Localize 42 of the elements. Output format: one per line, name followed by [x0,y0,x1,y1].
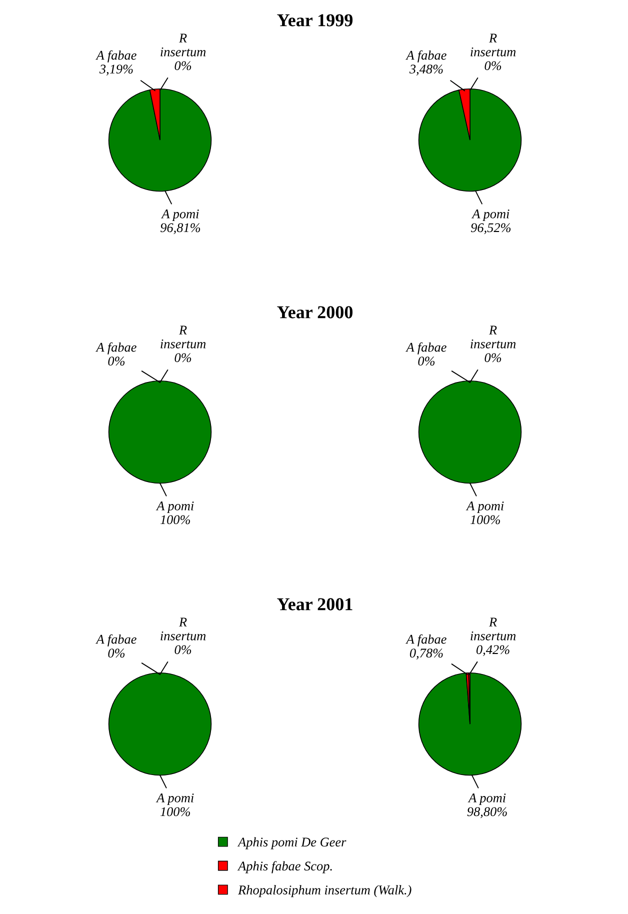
data-label: 100% [160,807,190,816]
category-label: R insertum [470,326,516,348]
text: Year 2000 [277,306,353,318]
data-label: 0,42% [476,645,510,656]
slice-label: A pomi [471,210,510,222]
data-label: 98,80% [467,807,507,818]
text: 0% [484,61,502,70]
category-label: R insertum [470,34,516,56]
text: 0% [484,353,502,362]
data-label: 3,19% [99,64,133,76]
category-label: Aphis pomi De Geer [237,837,346,850]
category-label: R insertum [160,34,206,56]
text: 0% [108,648,125,658]
slice-label: A pomi [161,210,199,222]
slice-label: A fabae [406,634,446,646]
category-label: Aphis fabae Scop. [237,861,332,874]
data-label: 96,52% [470,223,511,234]
category-label: A fabae [96,342,136,354]
category-label: A fabae [96,634,136,646]
text: Year 2001 [277,598,352,610]
category-label: Rhopalosiphum insertum (Walk.) [238,885,412,898]
text: 0% [174,645,192,654]
text: Year 1999 [277,14,353,26]
data-label: 100% [160,515,190,524]
data-label: 96,81% [160,223,200,234]
slice-label: A pomi [468,794,506,806]
slice-label: R insertum [470,618,516,640]
text: 0% [174,353,192,362]
data-label: 0,78% [410,648,443,660]
data-label: 3,48% [409,64,443,76]
slice-label: A fabae [96,50,136,62]
category-label: A fabae [406,342,446,354]
data-label: 100% [470,515,500,524]
text: 0% [108,356,125,366]
slice-label: A fabae [406,50,446,62]
text: 0% [418,356,435,366]
category-label: R insertum [160,618,206,640]
slice-label: A pomi [156,502,194,514]
slice-label: A pomi [466,502,504,514]
category-label: R insertum [160,326,206,348]
text: 0% [174,61,192,70]
slice-label: A pomi [156,794,194,806]
